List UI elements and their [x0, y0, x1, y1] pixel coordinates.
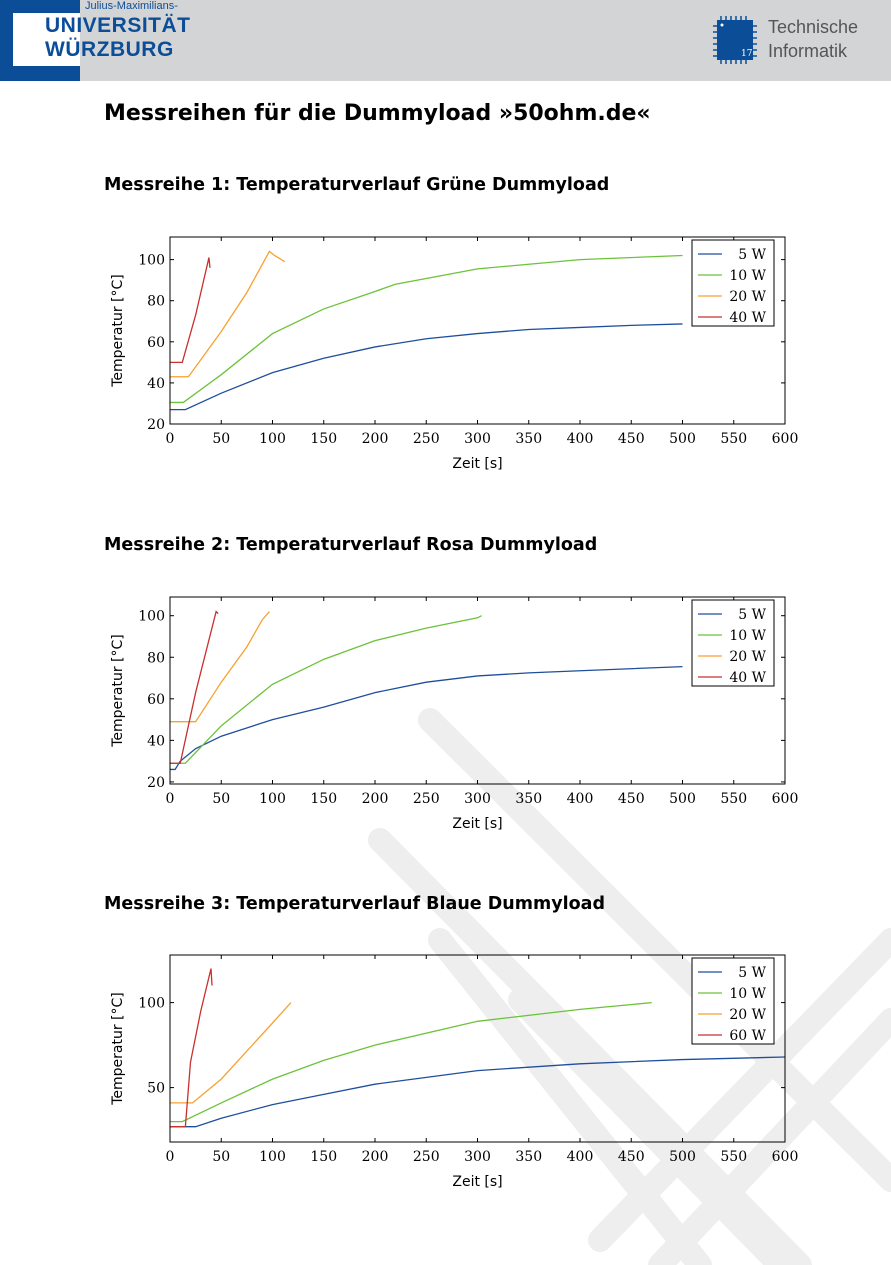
series-line-40w	[170, 610, 219, 764]
x-tick-label: 450	[618, 791, 645, 807]
x-tick-label: 50	[212, 1149, 230, 1165]
series-line-60w	[170, 968, 213, 1128]
x-tick-label: 400	[567, 431, 594, 447]
legend-label: 10 W	[729, 268, 766, 284]
y-tick-label: 80	[147, 650, 165, 666]
uni-name-line1: UNIVERSITÄT	[45, 14, 191, 37]
dept-name-line2: Informatik	[768, 41, 848, 61]
legend-box	[691, 239, 775, 327]
legend-label: 40 W	[729, 670, 766, 686]
x-tick-label: 200	[362, 1149, 389, 1165]
chart-messreihe-2: 0 50 100 150 200 250 300 350 400 450 500 550 600 20 40…	[110, 596, 799, 832]
x-tick-label: 100	[259, 791, 286, 807]
x-tick-label: 250	[413, 791, 440, 807]
x-tick-label: 450	[618, 431, 645, 447]
y-axis-label: Temperatur [°C]	[110, 992, 126, 1106]
x-tick-label: 350	[515, 431, 542, 447]
x-tick-label: 250	[413, 1149, 440, 1165]
chip-number: 17	[741, 49, 753, 59]
legend-label: 5 W	[738, 965, 766, 981]
legend-label: 20 W	[729, 289, 766, 305]
series-line-20w	[170, 1002, 292, 1104]
x-tick-label: 300	[464, 431, 491, 447]
x-tick-label: 150	[310, 431, 337, 447]
legend-label: 5 W	[738, 247, 766, 263]
y-tick-label: 60	[147, 692, 165, 708]
legend-label: 20 W	[729, 1007, 766, 1023]
section-heading-2: Messreihe 2: Temperaturverlauf Rosa Dumm…	[104, 535, 598, 555]
x-tick-label: 0	[166, 431, 175, 447]
series-line-5w	[170, 1056, 786, 1128]
series-line-40w	[170, 257, 211, 364]
x-tick-label: 0	[166, 791, 175, 807]
dept-name-line1: Technische	[768, 17, 859, 37]
x-tick-label: 300	[464, 791, 491, 807]
x-tick-label: 350	[515, 791, 542, 807]
x-tick-label: 250	[413, 431, 440, 447]
page-header: Julius-Maximilians- UNIVERSITÄT WÜRZBURG…	[0, 0, 891, 81]
legend-label: 10 W	[729, 628, 766, 644]
x-tick-label: 400	[567, 791, 594, 807]
x-tick-label: 600	[772, 1149, 799, 1165]
x-tick-label: 450	[618, 1149, 645, 1165]
chart-messreihe-1: 0 50 100 150 200 250 300 350 400 450 500 550 600 20 40…	[110, 236, 799, 472]
series-line-10w	[170, 254, 683, 404]
university-logo	[0, 0, 80, 81]
series-line-5w	[170, 665, 683, 771]
y-tick-label: 50	[147, 1081, 165, 1097]
x-tick-label: 350	[515, 1149, 542, 1165]
y-tick-label: 20	[147, 417, 165, 433]
y-tick-label: 80	[147, 294, 165, 310]
x-tick-label: 550	[720, 431, 747, 447]
series-line-10w	[170, 615, 482, 764]
series-line-5w	[170, 323, 683, 411]
legend-label: 40 W	[729, 310, 766, 326]
y-tick-label: 60	[147, 335, 165, 351]
y-tick-label: 100	[138, 996, 165, 1012]
x-tick-label: 150	[310, 791, 337, 807]
y-axis-label: Temperatur [°C]	[110, 274, 126, 388]
x-tick-label: 500	[669, 1149, 696, 1165]
legend-label: 10 W	[729, 986, 766, 1002]
series-line-20w	[170, 250, 286, 378]
x-axis-label: Zeit [s]	[452, 456, 502, 472]
section-heading-3: Messreihe 3: Temperaturverlauf Blaue Dum…	[104, 894, 605, 914]
x-tick-label: 200	[362, 431, 389, 447]
x-tick-label: 200	[362, 791, 389, 807]
x-tick-label: 150	[310, 1149, 337, 1165]
page-title: Messreihen für die Dummyload »50ohm.de«	[104, 101, 651, 126]
x-tick-label: 500	[669, 431, 696, 447]
x-tick-label: 400	[567, 1149, 594, 1165]
legend-label: 5 W	[738, 607, 766, 623]
x-tick-label: 300	[464, 1149, 491, 1165]
uni-name-line2: WÜRZBURG	[45, 38, 174, 61]
x-tick-label: 550	[720, 791, 747, 807]
x-tick-label: 100	[259, 1149, 286, 1165]
x-tick-label: 0	[166, 1149, 175, 1165]
series-line-20w	[170, 611, 270, 723]
chip-logo-icon: 17	[713, 16, 757, 64]
x-axis-label: Zeit [s]	[452, 1174, 502, 1190]
legend-label: 20 W	[729, 649, 766, 665]
x-tick-label: 500	[669, 791, 696, 807]
y-tick-label: 40	[147, 733, 165, 749]
x-tick-label: 50	[212, 791, 230, 807]
series-line-10w	[170, 1001, 652, 1123]
section-heading-1: Messreihe 1: Temperaturverlauf Grüne Dum…	[104, 175, 610, 195]
legend-label: 60 W	[729, 1028, 766, 1044]
uni-name-small: Julius-Maximilians-	[85, 0, 178, 12]
x-tick-label: 600	[772, 791, 799, 807]
x-tick-label: 600	[772, 431, 799, 447]
x-tick-label: 550	[720, 1149, 747, 1165]
x-axis-label: Zeit [s]	[452, 816, 502, 832]
y-axis-label: Temperatur [°C]	[110, 634, 126, 748]
y-tick-label: 40	[147, 376, 165, 392]
y-tick-label: 20	[147, 775, 165, 791]
y-tick-label: 100	[138, 253, 165, 269]
x-tick-label: 50	[212, 431, 230, 447]
y-tick-label: 100	[138, 609, 165, 625]
x-tick-label: 100	[259, 431, 286, 447]
chart-messreihe-3: 0 50 100 150 200 250 300 350 400 450 500 550 600 50 10…	[110, 954, 799, 1190]
